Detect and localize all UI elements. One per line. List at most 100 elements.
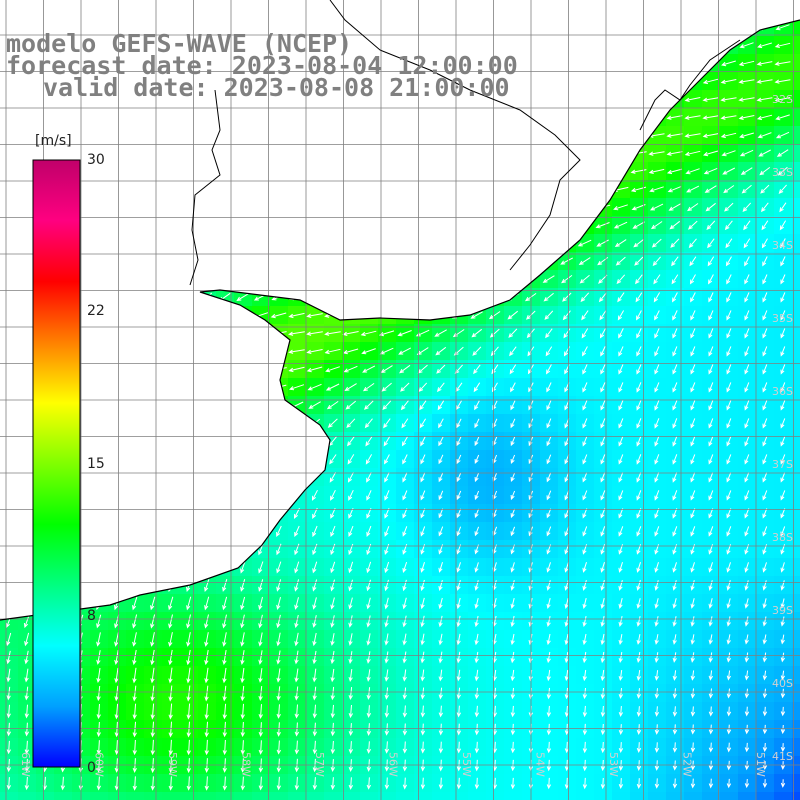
wind-arrow — [669, 41, 681, 50]
wind-arrow — [382, 400, 392, 411]
wind-arrow — [276, 147, 282, 159]
wind-arrow — [614, 77, 627, 86]
wind-arrow — [594, 132, 611, 139]
wind-arrow — [690, 436, 696, 447]
field-cell — [162, 144, 181, 163]
field-cell — [792, 792, 800, 800]
wind-arrow — [96, 703, 101, 720]
wind-arrow — [330, 615, 335, 628]
wind-arrow — [256, 238, 266, 249]
wind-arrow — [312, 650, 317, 665]
wind-arrow — [582, 705, 588, 718]
wind-arrow — [613, 221, 628, 229]
wind-arrow — [310, 220, 320, 231]
wind-arrow — [402, 651, 407, 664]
wind-arrow — [150, 667, 155, 684]
wind-arrow — [618, 472, 624, 483]
wind-arrow — [762, 779, 768, 789]
wind-arrow — [636, 724, 642, 735]
field-cell — [0, 540, 19, 559]
wind-arrow — [24, 183, 30, 196]
field-cell — [126, 162, 145, 181]
wind-arrow — [312, 525, 318, 538]
field-cell — [432, 306, 451, 325]
field-cell — [450, 252, 469, 271]
wind-arrow — [600, 580, 605, 591]
lat-label: 37S — [772, 458, 793, 471]
wind-arrow — [474, 526, 480, 537]
wind-arrow — [690, 490, 696, 501]
wind-arrow — [276, 704, 281, 719]
wind-arrow — [780, 436, 786, 447]
wind-arrow — [161, 403, 179, 408]
wind-arrow — [708, 490, 714, 501]
field-cell — [126, 216, 145, 235]
wind-arrow — [540, 240, 557, 247]
wind-arrow — [166, 292, 176, 303]
wind-arrow — [775, 114, 790, 121]
field-cell — [0, 270, 19, 289]
wind-arrow — [330, 686, 335, 701]
wind-arrow — [19, 419, 34, 427]
wind-arrow — [222, 721, 227, 738]
wind-arrow — [582, 597, 587, 610]
wind-arrow — [438, 526, 444, 537]
field-cell — [414, 216, 433, 235]
wind-arrow — [780, 652, 786, 663]
wind-arrow — [547, 4, 551, 13]
wind-arrow — [61, 4, 65, 14]
axis-labels: 61W 60W 59W 58W 57W 56W 55W 54W 53W 52W 51W32S33S3… — [19, 93, 793, 777]
field-cell — [360, 198, 379, 217]
field-cell — [162, 486, 181, 505]
wind-arrow — [756, 61, 773, 66]
field-cell — [216, 234, 235, 253]
wind-arrow — [686, 41, 699, 50]
wind-arrow — [455, 112, 463, 123]
wind-arrow — [420, 651, 425, 664]
wind-arrow — [546, 687, 552, 700]
wind-arrow — [126, 384, 143, 391]
wind-arrow — [96, 129, 102, 142]
wind-arrow — [398, 347, 412, 355]
field-cell — [108, 450, 127, 469]
field-cell — [198, 450, 217, 469]
wind-arrow — [344, 239, 358, 247]
wind-arrow — [384, 633, 389, 646]
field-cell — [90, 378, 109, 397]
field-cell — [738, 0, 757, 19]
wind-arrow — [456, 687, 462, 700]
field-cell — [234, 522, 253, 541]
wind-arrow — [130, 543, 140, 556]
field-cell — [558, 108, 577, 127]
wind-arrow — [636, 526, 642, 537]
wind-arrow — [468, 241, 485, 246]
wind-arrow — [510, 615, 515, 628]
field-cell — [0, 594, 19, 613]
field-cell — [702, 792, 721, 800]
wind-arrow — [6, 165, 12, 178]
wind-arrow — [510, 526, 516, 537]
wind-arrow — [456, 633, 461, 646]
wind-arrow — [384, 777, 390, 790]
wind-arrow — [24, 650, 29, 665]
field-cell — [108, 252, 127, 271]
wind-arrow — [454, 130, 464, 141]
wind-arrow — [396, 240, 413, 247]
field-cell — [0, 144, 19, 163]
wind-arrow — [540, 187, 557, 192]
wind-arrow — [182, 310, 195, 320]
wind-arrow — [110, 509, 124, 517]
wind-arrow — [726, 634, 731, 645]
field-cell — [162, 540, 181, 559]
wind-arrow — [93, 543, 104, 555]
field-cell — [162, 270, 181, 289]
wind-arrow — [486, 241, 503, 246]
wind-arrow — [252, 384, 269, 391]
wind-arrow — [726, 472, 732, 483]
field-cell — [360, 306, 379, 325]
wind-arrow — [6, 632, 12, 647]
field-cell — [558, 54, 577, 73]
wind-arrow — [510, 669, 515, 682]
wind-arrow — [132, 614, 138, 629]
